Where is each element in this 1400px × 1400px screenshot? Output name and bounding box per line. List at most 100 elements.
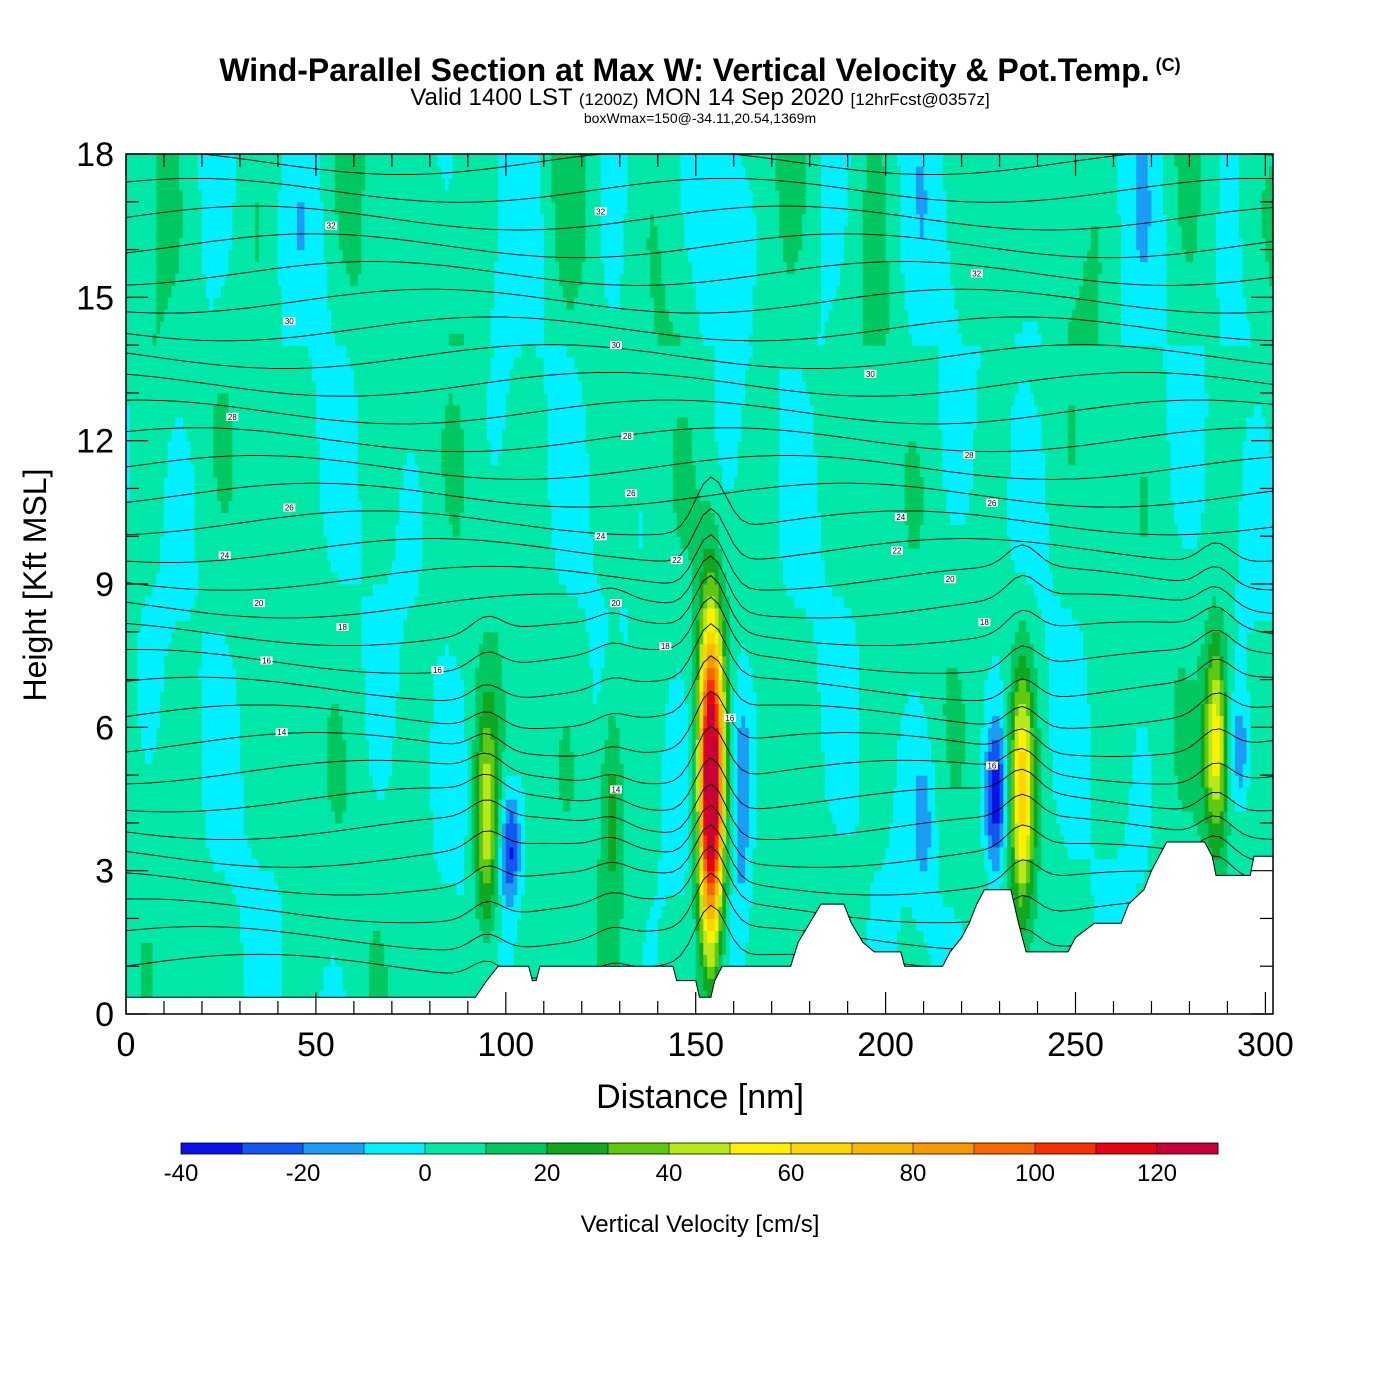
- velocity-cell: [247, 213, 252, 227]
- velocity-cell: [239, 273, 245, 286]
- velocity-cell: [133, 309, 138, 322]
- velocity-cell: [163, 428, 169, 442]
- velocity-cell: [141, 500, 146, 513]
- velocity-cell: [213, 165, 218, 179]
- velocity-cell: [380, 428, 385, 442]
- velocity-cell: [357, 297, 363, 310]
- velocity-cell: [342, 870, 347, 884]
- velocity-cell: [281, 512, 287, 525]
- velocity-cell: [270, 667, 275, 681]
- velocity-cell: [175, 380, 180, 394]
- velocity-cell: [323, 285, 328, 298]
- velocity-cell: [350, 261, 355, 275]
- velocity-cell: [372, 392, 378, 406]
- velocity-cell: [334, 536, 340, 549]
- velocity-cell: [148, 787, 154, 800]
- velocity-cell: [300, 667, 306, 681]
- velocity-cell: [137, 799, 142, 812]
- velocity-cell: [285, 345, 290, 358]
- velocity-cell: [152, 930, 157, 943]
- velocity-cell: [224, 536, 230, 549]
- velocity-cell: [315, 464, 321, 478]
- velocity-cell: [334, 380, 340, 394]
- velocity-cell: [315, 978, 321, 991]
- velocity-cell: [266, 572, 271, 585]
- velocity-cell: [220, 189, 226, 203]
- velocity-cell: [281, 739, 287, 752]
- velocity-cell: [384, 584, 389, 597]
- velocity-cell: [182, 584, 188, 597]
- velocity-cell: [327, 978, 332, 991]
- velocity-cell: [361, 297, 366, 310]
- velocity-cell: [353, 990, 359, 1003]
- velocity-cell: [350, 894, 355, 908]
- velocity-cell: [372, 213, 378, 227]
- velocity-cell: [160, 369, 165, 382]
- velocity-cell: [369, 942, 374, 955]
- velocity-cell: [247, 894, 252, 908]
- velocity-cell: [334, 810, 340, 824]
- velocity-cell: [258, 703, 264, 716]
- velocity-cell: [308, 906, 313, 920]
- velocity-cell: [255, 715, 260, 728]
- velocity-cell: [255, 297, 260, 310]
- velocity-cell: [277, 787, 283, 800]
- velocity-cell: [220, 369, 226, 382]
- velocity-cell: [239, 416, 245, 430]
- velocity-cell: [137, 870, 142, 884]
- velocity-cell: [384, 572, 389, 585]
- velocity-cell: [274, 249, 279, 263]
- velocity-cell: [126, 584, 131, 597]
- velocity-cell: [338, 213, 344, 227]
- velocity-cell: [300, 679, 306, 693]
- velocity-cell: [228, 942, 233, 955]
- velocity-cell: [323, 357, 328, 370]
- velocity-cell: [171, 834, 176, 848]
- velocity-cell: [350, 667, 355, 681]
- velocity-cell: [384, 369, 389, 382]
- velocity-cell: [194, 285, 199, 298]
- velocity-cell: [312, 488, 317, 501]
- velocity-cell: [201, 392, 207, 406]
- velocity-cell: [270, 858, 275, 872]
- velocity-cell: [182, 285, 188, 298]
- velocity-cell: [228, 739, 233, 752]
- velocity-cell: [357, 584, 363, 597]
- velocity-cell: [129, 584, 135, 597]
- velocity-cell: [186, 858, 192, 872]
- velocity-cell: [228, 572, 233, 585]
- velocity-cell: [285, 691, 290, 705]
- velocity-cell: [198, 703, 203, 716]
- velocity-cell: [350, 560, 355, 573]
- velocity-cell: [190, 213, 195, 227]
- velocity-cell: [171, 548, 176, 561]
- velocity-cell: [372, 679, 378, 693]
- velocity-cell: [152, 810, 157, 824]
- velocity-cell: [186, 703, 192, 716]
- velocity-cell: [201, 691, 207, 705]
- velocity-cell: [209, 261, 214, 275]
- velocity-cell: [365, 237, 370, 251]
- velocity-cell: [388, 775, 393, 788]
- velocity-cell: [353, 548, 359, 561]
- velocity-cell: [201, 930, 207, 943]
- velocity-cell: [198, 739, 203, 752]
- velocity-cell: [380, 297, 385, 310]
- velocity-cell: [224, 201, 230, 215]
- velocity-cell: [175, 727, 180, 740]
- velocity-cell: [388, 799, 393, 812]
- velocity-cell: [239, 942, 245, 955]
- velocity-cell: [289, 954, 294, 967]
- velocity-cell: [353, 978, 359, 991]
- velocity-cell: [353, 380, 359, 394]
- velocity-cell: [198, 464, 203, 478]
- velocity-cell: [293, 846, 298, 860]
- velocity-cell: [167, 584, 173, 597]
- velocity-cell: [148, 380, 154, 394]
- velocity-cell: [243, 727, 249, 740]
- velocity-cell: [167, 428, 173, 442]
- velocity-cell: [201, 775, 207, 788]
- velocity-cell: [182, 309, 188, 322]
- velocity-cell: [152, 799, 157, 812]
- velocity-cell: [258, 500, 264, 513]
